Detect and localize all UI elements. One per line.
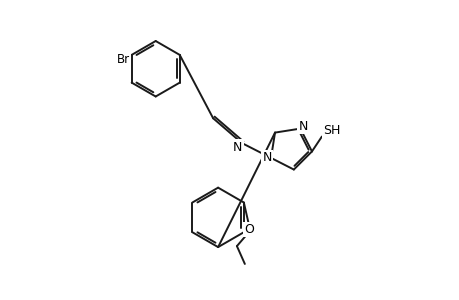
Text: Br: Br <box>117 53 130 66</box>
Text: SH: SH <box>322 124 340 137</box>
Text: N: N <box>298 120 308 133</box>
Text: N: N <box>233 140 242 154</box>
Text: N: N <box>262 152 271 164</box>
Text: O: O <box>243 223 253 236</box>
